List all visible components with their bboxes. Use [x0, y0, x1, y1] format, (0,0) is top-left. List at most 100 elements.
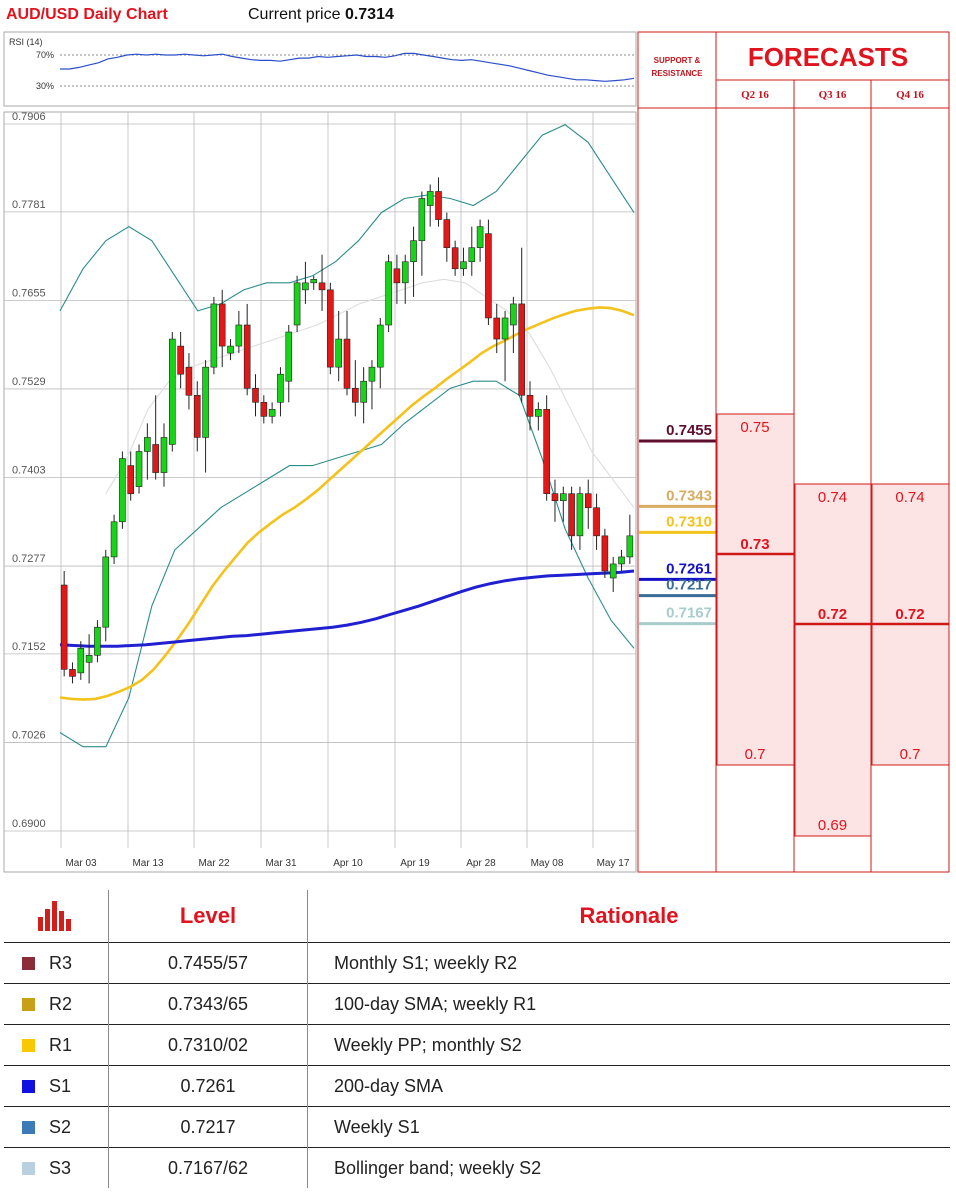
- level-name: R1: [49, 1034, 73, 1055]
- sma-100-line: [59, 306, 635, 701]
- y-axis-ticks: 0.7906 0.7781 0.7655 0.7529 0.7403 0.7277 0.71…: [12, 111, 46, 830]
- levels-table-header: Level Rationale: [4, 890, 950, 943]
- chart-area: RSI (14) 70% 30% 0.7906 0.7781 0.7655 0.752…: [3, 31, 950, 873]
- x-tick-label: Mar 03: [65, 858, 97, 869]
- candle: [426, 184, 434, 227]
- candle: [302, 261, 309, 304]
- y-tick-label: 0.7906: [12, 111, 46, 123]
- candle: [376, 317, 384, 389]
- candle: [485, 219, 492, 325]
- forecast-high: 0.75: [740, 419, 769, 436]
- sr-level: 0.7455: [639, 422, 716, 443]
- candle: [227, 339, 234, 361]
- sr-level: 0.7310: [639, 513, 716, 534]
- level-color-swatch: [22, 997, 35, 1011]
- candle: [169, 332, 176, 452]
- sr-level-label: 0.7217: [666, 577, 712, 594]
- candle: [493, 303, 501, 354]
- rsi-panel: RSI (14) 70% 30%: [3, 31, 637, 107]
- level-color-swatch: [22, 956, 35, 970]
- candle: [268, 402, 276, 424]
- level-value: 0.7261: [108, 1065, 308, 1107]
- level-value: 0.7217: [108, 1106, 308, 1148]
- support-resistance-header-2: RESISTANCE: [652, 69, 704, 78]
- levels-table-row: S3 0.7167/62 Bollinger band; weekly S2: [4, 1147, 950, 1188]
- candle: [185, 353, 193, 410]
- candle: [584, 479, 592, 529]
- rsi-level-30: 30%: [36, 81, 54, 91]
- candlesticks: [60, 177, 634, 684]
- candle: [393, 254, 401, 304]
- levels-table-row: R3 0.7455/57 Monthly S1; weekly R2: [4, 942, 950, 984]
- level-name: S1: [49, 1075, 72, 1096]
- candle: [277, 367, 284, 417]
- forecast-quarter-label: Q3 16: [819, 89, 847, 101]
- candle: [69, 662, 76, 684]
- candle: [193, 381, 201, 452]
- levels-table-row: R2 0.7343/65 100-day SMA; weekly R1: [4, 983, 950, 1025]
- y-tick-label: 0.7277: [12, 553, 46, 565]
- candle: [352, 360, 359, 417]
- level-color-swatch: [22, 1120, 35, 1134]
- candle: [235, 310, 243, 354]
- level-name-cell: R2: [4, 983, 109, 1025]
- y-tick-label: 0.7026: [12, 729, 46, 741]
- rsi-level-70: 70%: [36, 50, 54, 60]
- candle: [77, 641, 85, 680]
- level-name: R3: [49, 952, 73, 973]
- current-price-value: 0.7314: [344, 6, 394, 23]
- forecast-low: 0.69: [818, 817, 847, 834]
- level-name-cell: R3: [4, 942, 109, 984]
- y-tick-label: 0.6900: [12, 818, 46, 830]
- support-resistance-column: SUPPORT & RESISTANCE 0.74550.73430.73100…: [637, 31, 717, 873]
- y-tick-label: 0.7655: [12, 287, 46, 299]
- support-resistance-header-1: SUPPORT &: [654, 56, 701, 65]
- candle: [327, 282, 334, 375]
- levels-table: Level Rationale R3 0.7455/57 Monthly S1; w…: [4, 890, 950, 1188]
- candle: [535, 402, 542, 431]
- candle: [501, 310, 509, 382]
- bollinger-upper-band: [59, 124, 635, 312]
- level-name: R2: [49, 993, 73, 1014]
- candle: [360, 367, 367, 424]
- levels-header-rationale: Rationale: [579, 903, 679, 928]
- candle: [410, 226, 417, 297]
- forecast-mid: 0.73: [740, 536, 769, 553]
- level-value: 0.7455/57: [108, 942, 308, 984]
- y-tick-label: 0.7152: [12, 641, 46, 653]
- x-tick-label: May 17: [597, 858, 630, 869]
- levels-header-level: Level: [108, 890, 308, 943]
- candle: [160, 423, 168, 487]
- candle: [593, 493, 600, 550]
- forecast-low: 0.7: [900, 746, 921, 763]
- level-name-cell: S2: [4, 1106, 109, 1148]
- candle: [210, 296, 218, 375]
- candle: [460, 247, 467, 276]
- candle: [618, 549, 625, 571]
- y-tick-label: 0.7781: [12, 199, 46, 211]
- x-tick-label: Mar 22: [198, 858, 230, 869]
- forecast-column-q2-16: Q2 16 0.75 0.73 0.7: [716, 89, 795, 766]
- candle: [576, 486, 584, 550]
- candle: [601, 528, 609, 578]
- sr-level-label: 0.7310: [666, 513, 712, 530]
- candle: [110, 514, 118, 564]
- levels-table-icon-cell: [4, 890, 109, 943]
- candle: [626, 514, 634, 564]
- candle: [243, 303, 251, 396]
- sr-level-label: 0.7261: [666, 560, 712, 577]
- candle: [285, 324, 293, 403]
- forecast-panel: FORECASTS Q2 16 0.75 0.73 0.7 Q3 16 0.74 0.72 0…: [715, 31, 950, 873]
- candle: [218, 289, 226, 368]
- x-tick-label: May 08: [531, 858, 564, 869]
- level-value: 0.7167/62: [108, 1147, 308, 1188]
- bollinger-lower-band: [59, 380, 635, 748]
- level-rationale: 200-day SMA: [307, 1065, 950, 1107]
- candle: [177, 332, 184, 389]
- candle: [451, 240, 459, 276]
- levels-table-row: S2 0.7217 Weekly S1: [4, 1106, 950, 1148]
- candle: [401, 254, 409, 304]
- x-tick-label: Apr 28: [466, 858, 496, 869]
- forecast-quarter-label: Q2 16: [741, 89, 769, 101]
- candle: [144, 423, 151, 480]
